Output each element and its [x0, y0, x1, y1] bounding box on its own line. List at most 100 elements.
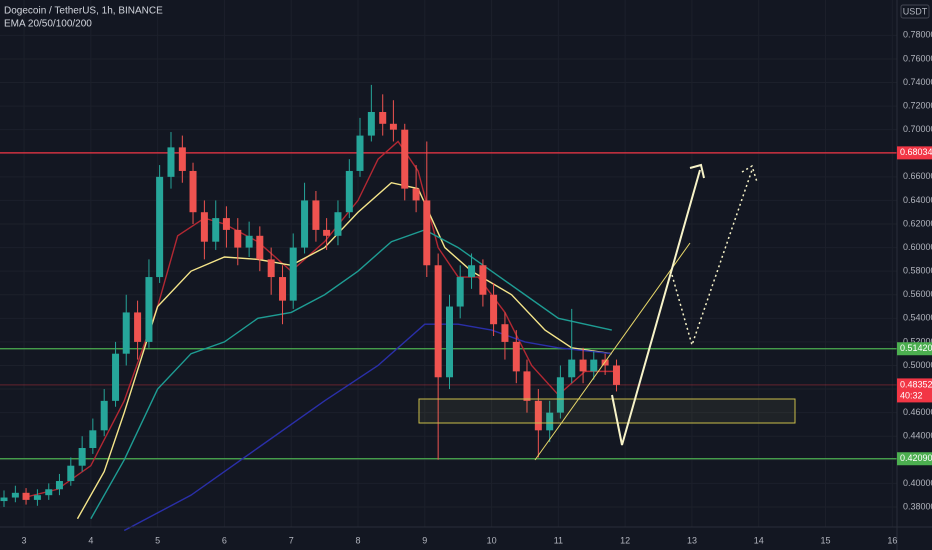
candle-body [189, 170, 197, 213]
candle-body [389, 123, 397, 130]
candle-body [279, 277, 287, 301]
x-tick-label: 4 [88, 535, 93, 545]
x-tick-label: 9 [422, 535, 427, 545]
candle-body [523, 371, 531, 401]
candle-body [212, 218, 220, 242]
candle-body [590, 359, 598, 372]
candle-body [89, 430, 97, 449]
x-tick-label: 3 [22, 535, 27, 545]
candle-body [434, 265, 442, 378]
projection-arrow [611, 169, 701, 446]
candle-body [301, 200, 309, 248]
last-price-tag [897, 378, 932, 403]
candle-body [534, 400, 542, 431]
candle-body [0, 497, 8, 502]
x-tick-label: 12 [620, 535, 630, 545]
candle-body [345, 170, 353, 213]
x-tick-label: 11 [554, 535, 563, 545]
candle-body [67, 465, 75, 482]
x-tick-label: 7 [289, 535, 294, 545]
currency-label[interactable]: USDT [903, 6, 928, 16]
candle-body [468, 265, 476, 278]
candle-body [178, 147, 186, 171]
candle-body [22, 492, 30, 500]
candle-body [45, 489, 53, 496]
candle-body [156, 176, 164, 278]
candle-body [134, 312, 142, 342]
price-tag [897, 342, 932, 356]
candle-body [367, 112, 375, 136]
price-tag-label: 0.68034 [900, 147, 932, 157]
candle-body [100, 400, 108, 431]
x-tick-label: 15 [821, 535, 831, 545]
candle-body [200, 212, 208, 242]
candle-body [112, 353, 120, 401]
candle-body [234, 229, 242, 248]
candle-body [490, 294, 498, 325]
candle-body [222, 218, 230, 230]
candle-body [334, 212, 342, 236]
ema-line [123, 323, 612, 532]
price-tag-label: 0.51420 [900, 343, 932, 353]
x-tick-label: 14 [754, 535, 764, 545]
candle-body [122, 312, 130, 354]
candle-body [512, 341, 520, 372]
ema-line [90, 229, 612, 520]
candle-body [568, 359, 576, 378]
candle-body [267, 259, 275, 278]
candle-body [379, 112, 387, 124]
currency-box[interactable] [900, 4, 930, 19]
candle-body [33, 495, 41, 500]
countdown-label: 40:32 [900, 390, 923, 400]
candle-body [289, 247, 297, 301]
candle-body [423, 200, 431, 266]
price-tag-label: 0.42090 [900, 453, 932, 463]
candle-body [501, 324, 509, 342]
candle-body [412, 188, 420, 201]
candle-body [323, 229, 331, 236]
y-tick-label: 0.78000 [903, 30, 932, 40]
candle-body [556, 377, 564, 413]
indicator-label: EMA 20/50/100/200 [4, 19, 92, 30]
candle-body [612, 365, 620, 385]
trend-line [534, 242, 691, 461]
candle-body [356, 135, 364, 171]
candle-body [401, 129, 409, 189]
candle-body [145, 277, 153, 342]
alt-arrow-head [741, 164, 758, 183]
candle-body [579, 359, 587, 372]
candle-body [546, 412, 554, 431]
candle-body [167, 147, 175, 177]
demand-zone [418, 398, 796, 424]
candle-body [245, 235, 253, 248]
candle-body [55, 481, 63, 490]
x-tick-label: 6 [222, 535, 227, 545]
x-tick-label: 13 [687, 535, 697, 545]
drawings [418, 163, 796, 461]
x-tick-label: 16 [887, 535, 897, 545]
candle-body [11, 492, 19, 498]
last-price-label: 0.48352 [900, 379, 932, 389]
price-tag [897, 146, 932, 160]
candle-body [456, 277, 464, 307]
axes: 0.380000.400000.420000.440000.460000.480… [22, 30, 932, 545]
